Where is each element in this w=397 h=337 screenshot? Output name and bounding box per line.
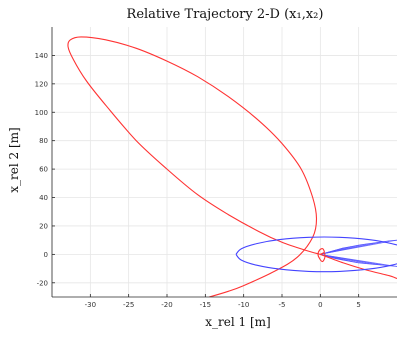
y-tick-label-8: 140: [35, 52, 48, 60]
series-layer: [67, 36, 397, 297]
y-axis-label: x_rel 2 [m]: [7, 127, 21, 192]
tick-labels: -30 -25 -20 -15 -10 -5 0 5 -20 0 20 40 60 80 100 120 140: [35, 52, 361, 309]
series-line-2: [317, 248, 326, 263]
y-tick-label-2: 20: [39, 222, 48, 230]
x-axis-label: x_rel 1 [m]: [205, 315, 270, 329]
y-tick-label-4: 60: [39, 166, 48, 174]
axes: [51, 27, 397, 298]
series-line-0: [67, 36, 321, 297]
y-tick-label-7: 120: [35, 80, 48, 88]
x-tick-label-7: 5: [356, 301, 360, 309]
fan-spoke-lower-9: [320, 254, 397, 267]
y-tick-label-5: 80: [39, 137, 48, 145]
x-tick-label-2: -20: [161, 301, 172, 309]
x-tick-label-6: 0: [318, 301, 322, 309]
x-tick-label-3: -15: [200, 301, 211, 309]
y-tick-label-1: 0: [44, 251, 48, 259]
series-line-1: [320, 253, 397, 280]
series-line-3: [235, 236, 397, 273]
fan-envelope-lower: [320, 254, 397, 267]
x-tick-label-5: -5: [279, 301, 286, 309]
x-tick-label-0: -30: [85, 301, 96, 309]
y-tick-label-6: 100: [35, 109, 48, 117]
x-tick-label-1: -25: [123, 301, 134, 309]
x-tick-label-4: -10: [238, 301, 249, 309]
chart-title: Relative Trajectory 2-D (x₁,x₂): [127, 7, 324, 22]
y-tick-label-3: 40: [39, 194, 48, 202]
y-tick-label-0: -20: [37, 279, 48, 287]
grid: [52, 27, 397, 297]
